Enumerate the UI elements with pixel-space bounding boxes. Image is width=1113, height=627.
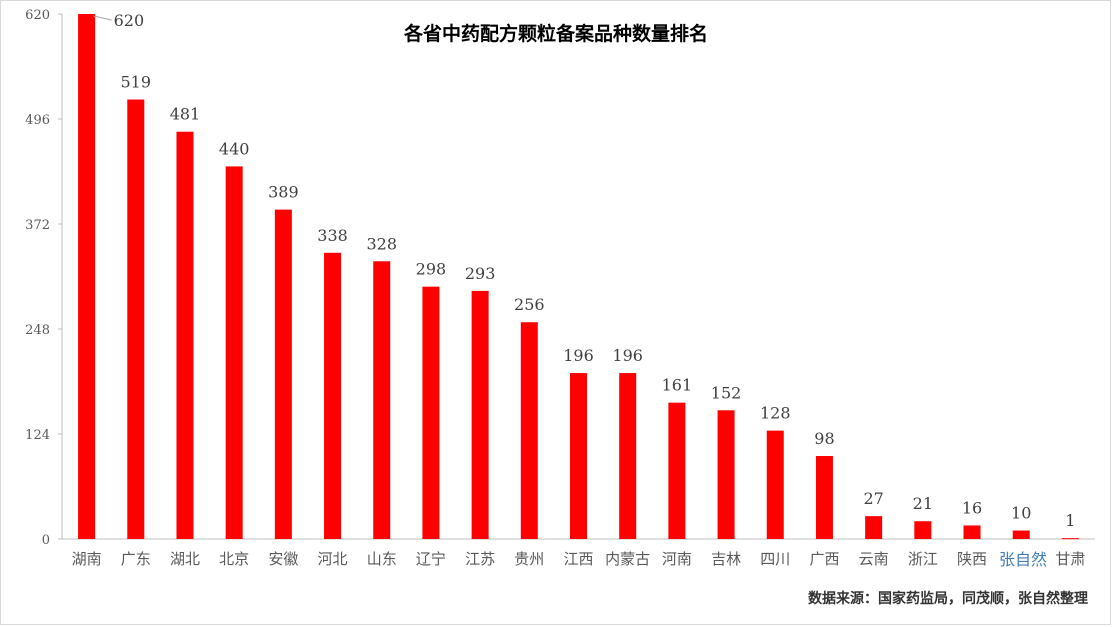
y-tick-label: 248 — [25, 323, 50, 338]
x-category-label: 甘肃 — [1055, 550, 1085, 568]
x-category-label: 湖南 — [72, 550, 102, 568]
bar — [1061, 538, 1079, 540]
bar-value-label: 21 — [913, 494, 933, 513]
bar — [1012, 530, 1030, 539]
bar-value-label: 256 — [514, 295, 545, 314]
x-category-label: 安徽 — [268, 550, 298, 568]
bar — [570, 373, 587, 539]
x-category-label: 河南 — [662, 550, 692, 568]
x-category-label: 吉林 — [711, 550, 741, 568]
bar — [766, 430, 784, 539]
y-tick-label: 372 — [25, 218, 50, 233]
bar-value-label: 10 — [1011, 504, 1031, 523]
bar-value-label: 481 — [170, 105, 201, 124]
bar — [176, 131, 194, 540]
chart-title: 各省中药配方颗粒备案品种数量排名 — [403, 22, 708, 45]
x-category-label: 四川 — [760, 550, 790, 568]
x-category-label: 河北 — [318, 550, 348, 568]
x-category-label: 江西 — [563, 550, 593, 568]
bar — [471, 290, 489, 539]
bar-value-label: 161 — [662, 376, 693, 395]
x-category-label: 云南 — [859, 550, 889, 568]
bar — [373, 261, 391, 539]
bar-value-label: 1 — [1065, 511, 1075, 530]
x-category-label: 广西 — [809, 550, 839, 568]
bar — [127, 99, 145, 539]
value-leader-line — [93, 15, 112, 21]
bar-value-label: 196 — [612, 346, 643, 365]
x-category-label: 内蒙古 — [605, 550, 650, 568]
bar-value-label: 389 — [268, 183, 299, 202]
x-category-label: 山东 — [367, 550, 397, 568]
y-tick-label: 124 — [25, 428, 50, 443]
bar — [963, 525, 981, 539]
x-category-label: 贵州 — [514, 550, 544, 568]
bar — [914, 521, 932, 539]
bar — [274, 209, 292, 539]
bar-value-label: 27 — [863, 489, 883, 508]
bar — [520, 322, 538, 539]
bar — [717, 410, 735, 539]
bar — [619, 373, 637, 539]
x-category-label: 广东 — [121, 550, 151, 568]
bar — [865, 516, 883, 539]
bars — [78, 14, 1079, 540]
bar-value-label: 98 — [814, 429, 834, 448]
bar — [815, 456, 833, 539]
data-source-note: 数据来源：国家药监局，同茂顺，张自然整理 — [808, 590, 1088, 607]
bar-value-label: 128 — [760, 404, 791, 423]
bar — [225, 166, 243, 539]
y-tick-label: 496 — [25, 113, 50, 128]
x-category-label: 湖北 — [170, 550, 200, 568]
bar — [422, 286, 440, 539]
bar — [324, 252, 342, 539]
y-ticks: 0 124 248 372 496 620 — [25, 8, 62, 548]
bar-value-label: 620 — [114, 11, 145, 30]
bar-value-label: 338 — [317, 226, 348, 245]
bar-value-label: 440 — [219, 139, 250, 158]
watermark: 张自然 — [999, 550, 1047, 569]
x-category-label: 辽宁 — [416, 550, 446, 568]
bar-value-label: 519 — [121, 73, 152, 92]
y-tick-label: 620 — [25, 8, 50, 23]
bar-value-label: 328 — [366, 234, 397, 253]
bar — [668, 402, 686, 539]
y-tick-label: 0 — [42, 533, 50, 548]
bar-value-label: 298 — [416, 260, 447, 279]
x-category-label: 陕西 — [957, 550, 987, 568]
bar-value-label: 16 — [962, 498, 982, 517]
x-category-label: 江苏 — [465, 550, 495, 568]
bar-value-label: 196 — [563, 346, 594, 365]
bar-value-label: 293 — [465, 264, 496, 283]
bar-value-label: 152 — [711, 383, 742, 402]
bar — [78, 14, 96, 539]
x-category-label: 浙江 — [908, 550, 938, 568]
x-category-label: 北京 — [219, 550, 249, 568]
category-labels: 湖南 广东 湖北 北京 安徽 河北 山东 辽宁 江苏 贵州 江西 内蒙古 河南 吉林 四川 广西 云南 浙江 陕西 甘… — [72, 550, 1086, 568]
